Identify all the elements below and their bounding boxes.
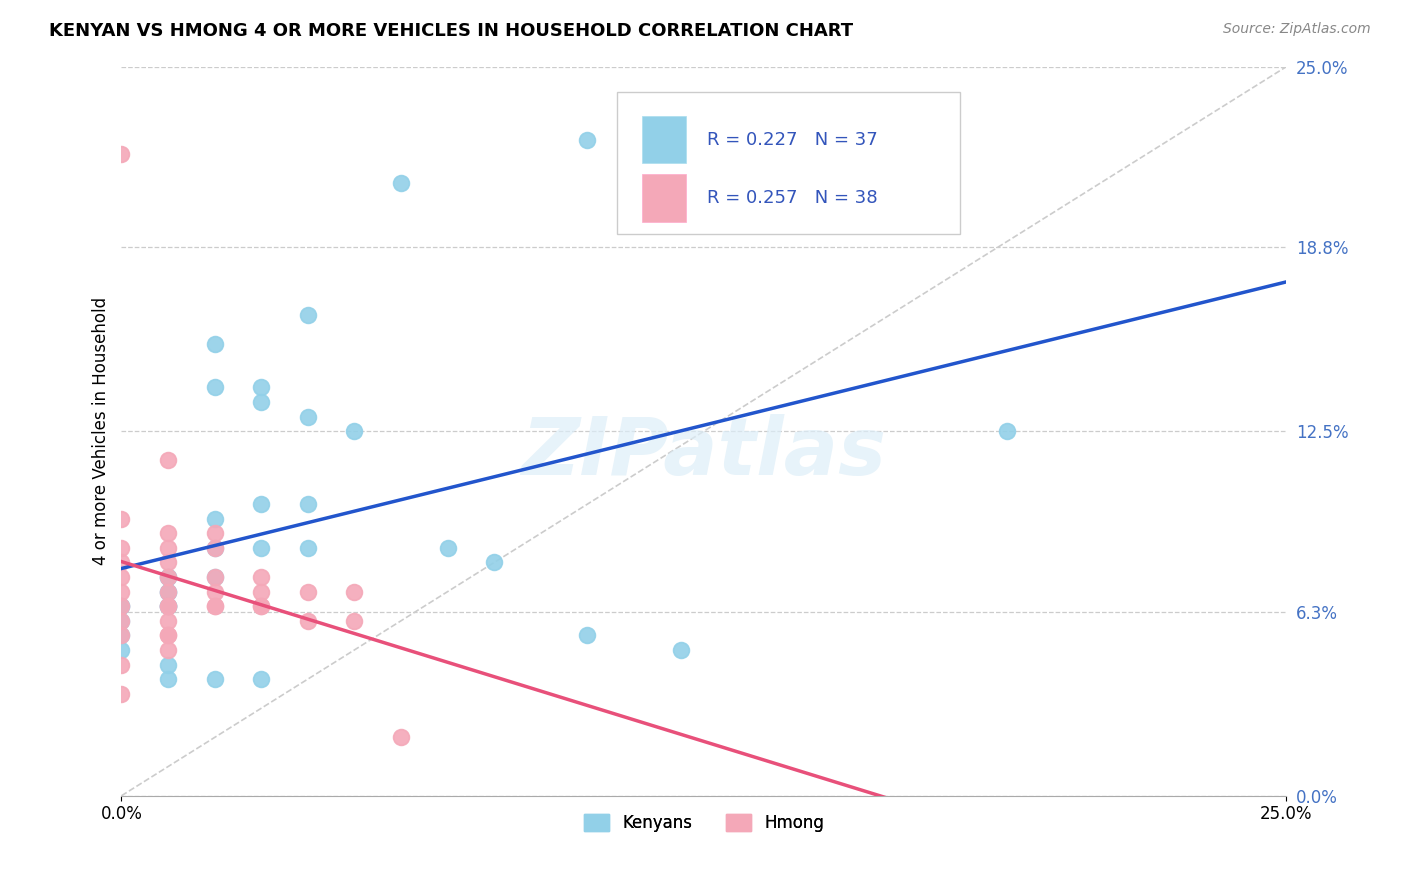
Point [204, 511, 226, 525]
Point [576, 132, 599, 146]
Point [110, 541, 132, 555]
Point [250, 497, 273, 511]
Point [157, 556, 180, 570]
Point [110, 628, 132, 642]
Point [110, 614, 132, 628]
Point [157, 453, 180, 467]
Point [157, 584, 180, 599]
Point [204, 336, 226, 351]
Point [343, 584, 366, 599]
Point [250, 395, 273, 409]
Point [389, 176, 412, 190]
Point [204, 541, 226, 555]
Point [204, 672, 226, 686]
Point [157, 599, 180, 614]
Point [250, 584, 273, 599]
Point [157, 584, 180, 599]
Text: R = 0.257   N = 38: R = 0.257 N = 38 [707, 189, 879, 207]
Point [110, 614, 132, 628]
Point [110, 599, 132, 614]
Point [576, 628, 599, 642]
Point [343, 424, 366, 438]
Point [157, 614, 180, 628]
Point [157, 628, 180, 642]
Point [157, 657, 180, 672]
Point [157, 541, 180, 555]
Point [250, 380, 273, 394]
FancyBboxPatch shape [643, 116, 686, 163]
Point [250, 599, 273, 614]
Point [157, 672, 180, 686]
Text: Source: ZipAtlas.com: Source: ZipAtlas.com [1223, 22, 1371, 37]
Point [297, 497, 319, 511]
Point [110, 599, 132, 614]
Point [157, 526, 180, 541]
Point [157, 599, 180, 614]
Point [297, 614, 319, 628]
Point [250, 672, 273, 686]
Point [110, 687, 132, 701]
Text: R = 0.227   N = 37: R = 0.227 N = 37 [707, 130, 879, 148]
Point [250, 599, 273, 614]
Point [157, 584, 180, 599]
Point [110, 511, 132, 525]
Legend: Kenyans, Hmong: Kenyans, Hmong [578, 807, 831, 838]
FancyBboxPatch shape [643, 174, 686, 221]
Point [250, 541, 273, 555]
Point [204, 570, 226, 584]
Y-axis label: 4 or more Vehicles in Household: 4 or more Vehicles in Household [93, 297, 110, 566]
Point [157, 599, 180, 614]
Point [995, 424, 1018, 438]
Point [157, 628, 180, 642]
Text: KENYAN VS HMONG 4 OR MORE VEHICLES IN HOUSEHOLD CORRELATION CHART: KENYAN VS HMONG 4 OR MORE VEHICLES IN HO… [49, 22, 853, 40]
Point [436, 541, 458, 555]
Point [297, 308, 319, 322]
Point [204, 584, 226, 599]
Point [297, 584, 319, 599]
Point [110, 570, 132, 584]
Point [110, 556, 132, 570]
Point [110, 657, 132, 672]
Point [157, 570, 180, 584]
Text: ZIPatlas: ZIPatlas [522, 414, 886, 492]
Point [110, 584, 132, 599]
Point [157, 570, 180, 584]
Point [343, 614, 366, 628]
Point [669, 643, 692, 657]
FancyBboxPatch shape [617, 92, 960, 235]
Point [297, 409, 319, 424]
Point [204, 526, 226, 541]
Point [204, 541, 226, 555]
Point [157, 599, 180, 614]
Point [484, 556, 506, 570]
Point [204, 599, 226, 614]
Point [157, 643, 180, 657]
Point [110, 643, 132, 657]
Point [157, 599, 180, 614]
Point [204, 570, 226, 584]
Point [297, 541, 319, 555]
Point [110, 628, 132, 642]
Point [204, 599, 226, 614]
Point [157, 570, 180, 584]
Point [110, 147, 132, 161]
Point [389, 731, 412, 745]
Point [250, 570, 273, 584]
Point [204, 380, 226, 394]
Point [110, 599, 132, 614]
